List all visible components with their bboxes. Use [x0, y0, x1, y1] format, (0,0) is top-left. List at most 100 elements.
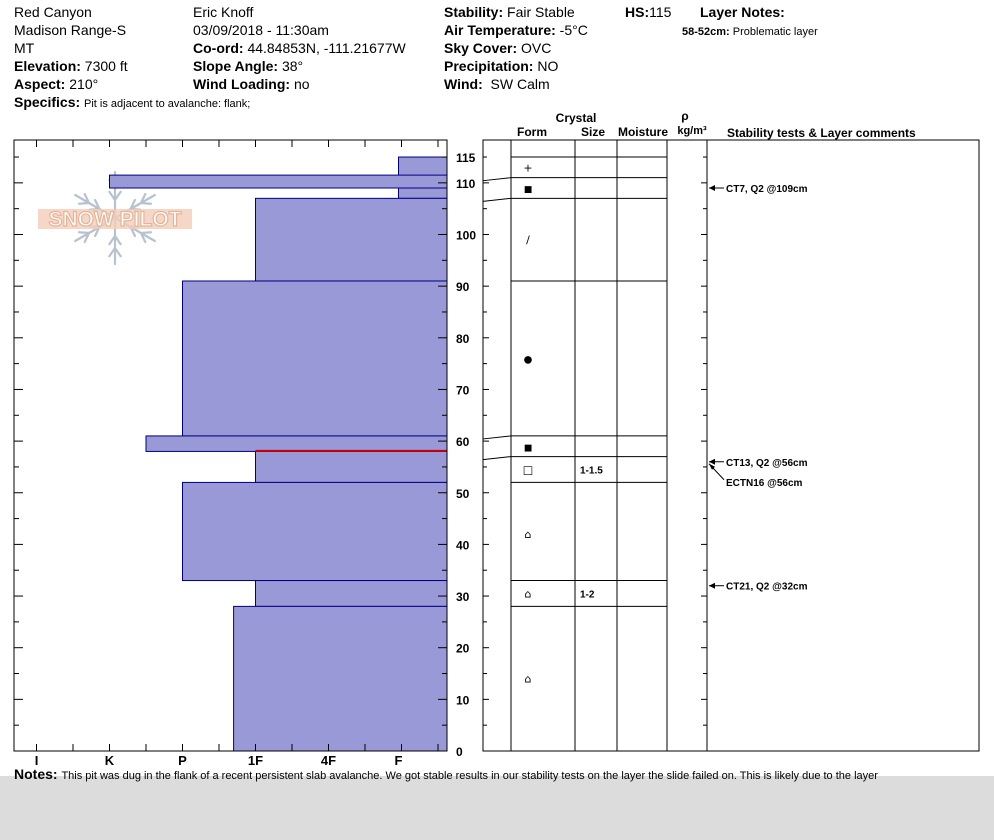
snowflake-branch: [93, 198, 101, 211]
hardness-layer: [255, 197, 448, 282]
depth-label: 100: [456, 229, 476, 243]
layer-table: + ■ / ● ■ □ 1-1.5 ⌂ ⌂ 1-2 ⌂ CT7, Q2 @109cm CT13, Q2 …: [482, 139, 980, 752]
depth-label: 10: [456, 693, 470, 707]
observer: Eric Knoff: [193, 4, 254, 20]
state: MT: [14, 40, 35, 56]
coordinates: Co-ord: 44.84853N, -111.21677W: [193, 40, 406, 56]
elevation: Elevation: 7300 ft: [14, 58, 128, 74]
depth-label: 20: [456, 642, 470, 656]
notes: Notes: This pit was dug in the flank of …: [14, 766, 878, 782]
range: Madison Range-S: [14, 22, 127, 38]
boundary-connector: [482, 177, 512, 182]
crystal-size: 1-2: [580, 589, 595, 600]
crystal-form-icon: /: [526, 234, 530, 247]
boundary-connector: [482, 435, 512, 440]
snowflake-branch: [77, 231, 91, 235]
snowflake-branch: [139, 201, 153, 205]
snowflake-branch: [108, 246, 117, 258]
depth-label: 60: [456, 435, 470, 449]
boundary-connector: [482, 456, 512, 461]
crystal-form-icon: ■: [524, 185, 533, 195]
hardness-label: K: [105, 753, 115, 768]
crystal-form-icon: □: [523, 464, 533, 477]
stability-comments-header: Stability tests & Layer comments: [727, 126, 916, 140]
snowflake-branch: [83, 231, 91, 244]
hardness-layer: [182, 481, 448, 582]
crystal-form-icon: ⌂: [525, 587, 532, 600]
snowflake-branch: [77, 201, 91, 205]
stability-test-label: CT21, Q2 @32cm: [726, 582, 808, 593]
hardness-layer: [255, 580, 448, 607]
depth-label: 115: [456, 151, 476, 165]
datetime: 03/09/2018 - 11:30am: [193, 22, 329, 38]
snowflake-branch: [139, 192, 147, 205]
snowflake-branch: [139, 231, 153, 235]
snow-profile: Crystal Form Size Moisture ρ kg/m³ Stabi…: [13, 109, 980, 768]
stability-test-label: ECTN16 @56cm: [726, 478, 803, 489]
notes-bar: [0, 776, 994, 840]
hardness-layer: [145, 435, 448, 452]
stability-test-label: CT7, Q2 @109cm: [726, 184, 808, 195]
form-header: Form: [517, 125, 547, 139]
depth-label: 50: [456, 487, 470, 501]
arrow-icon: [709, 185, 715, 192]
depth-label: 80: [456, 332, 470, 346]
logo-band: [38, 209, 192, 229]
hardness-layer: [233, 605, 448, 752]
snowflake-branch: [108, 190, 117, 202]
air-temperature: Air Temperature: -5°C: [444, 22, 588, 38]
snowflake-branch: [113, 234, 122, 246]
hardness-label: F: [395, 753, 403, 768]
depth-label: 70: [456, 383, 470, 397]
boundary-connector: [482, 197, 512, 202]
crystal-size: 1-1.5: [580, 466, 603, 477]
aspect: Aspect: 210°: [14, 76, 99, 92]
snowflake-branch: [113, 246, 122, 258]
slope-angle: Slope Angle: 38°: [193, 58, 304, 74]
depth-label: 110: [456, 177, 476, 191]
logo-text: SNOW PILOT: [49, 208, 182, 231]
stability: Stability: Fair Stable: [444, 4, 575, 20]
table-frame: [482, 139, 980, 752]
crystal-header: Crystal: [556, 111, 597, 125]
sky-cover: Sky Cover: OVC: [444, 40, 552, 56]
snowpilot-logo: SNOW PILOT: [38, 170, 192, 266]
hardness-label: 4F: [321, 753, 336, 768]
snowflake-branch: [139, 231, 147, 244]
crystal-form-icon: +: [523, 161, 532, 174]
snowflake-branch: [108, 234, 117, 246]
wind-loading: Wind Loading: no: [193, 76, 310, 92]
specifics: Specifics: Pit is adjacent to avalanche:…: [14, 94, 251, 110]
arrow-icon: [709, 582, 715, 589]
hardness-frame: [13, 139, 448, 752]
hardness-label: P: [178, 753, 187, 768]
density-header: kg/m³: [677, 125, 707, 137]
depth-label: 40: [456, 538, 470, 552]
crystal-form-icon: ⌂: [525, 528, 532, 541]
snowflake-branch: [83, 192, 91, 205]
depth-label: 30: [456, 590, 470, 604]
snowflake-branch: [113, 190, 122, 202]
location: Red Canyon: [14, 4, 92, 20]
snowflake-branch: [129, 198, 137, 211]
size-header: Size: [581, 125, 605, 139]
hardness-layer: [182, 280, 448, 437]
crystal-form-icon: ●: [524, 354, 533, 365]
precipitation: Precipitation: NO: [444, 58, 559, 74]
rho-header: ρ: [681, 109, 688, 123]
hardness-label: I: [35, 753, 39, 768]
wind: Wind: SW Calm: [444, 76, 550, 92]
crystal-form-icon: ■: [524, 443, 533, 453]
hardness-layer: [255, 450, 448, 483]
layer-notes-title: Layer Notes:: [700, 4, 785, 20]
hardness-profile: I K P 1F 4F F 0 10 20 30 40 50 60 70 80 90 100 110 115: [13, 139, 476, 768]
stability-test-label: CT13, Q2 @56cm: [726, 458, 808, 469]
depth-label: 0: [456, 745, 463, 759]
hardness-label: 1F: [248, 753, 263, 768]
crystal-form-icon: ⌂: [525, 673, 532, 686]
arrow-icon: [709, 458, 715, 465]
moisture-header: Moisture: [618, 125, 668, 139]
snow-height: HS:115: [625, 4, 672, 20]
depth-label: 90: [456, 280, 470, 294]
hardness-layer: [109, 174, 448, 189]
